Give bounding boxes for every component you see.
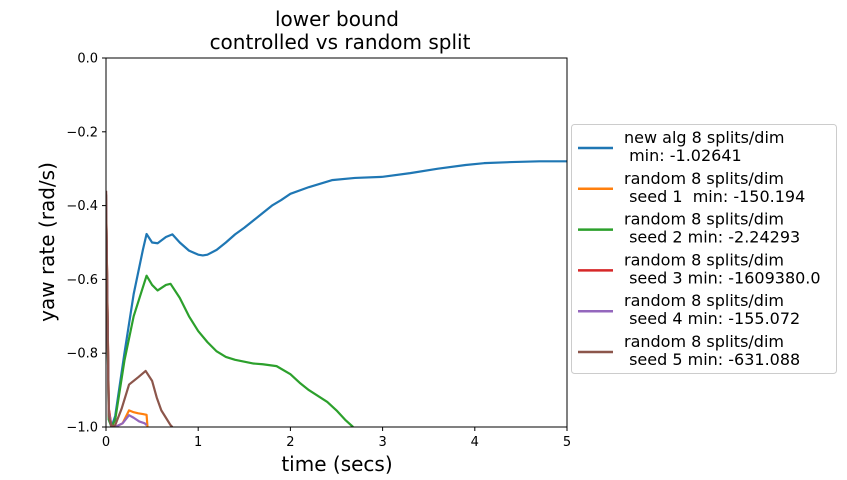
chart-title-line-1: lower bound	[275, 7, 399, 31]
y-tick-label: −0.4	[66, 199, 98, 214]
legend-item: random 8 splits/dim seed 3 min: -1609380…	[578, 250, 821, 287]
legend: new alg 8 splits/dim min: -1.02641 random…	[571, 124, 837, 374]
plot-frame	[105, 57, 568, 428]
legend-label: random 8 splits/dim	[624, 332, 784, 351]
legend-label: min: -1.02641	[624, 146, 742, 165]
y-tick-label: −1.0	[66, 421, 98, 436]
legend-frame	[571, 124, 837, 374]
x-tick-label: 0	[102, 435, 110, 450]
legend-entries: new alg 8 splits/dim min: -1.02641 random…	[578, 128, 821, 369]
x-tick-label: 2	[286, 435, 294, 450]
legend-label: seed 2 min: -2.24293	[624, 228, 800, 247]
y-axis: 0.0 −0.2 −0.4 −0.6 −0.8 −1.0	[66, 52, 106, 436]
series-layer	[106, 160, 567, 427]
y-axis-label: yaw rate (rad/s)	[35, 162, 59, 322]
y-tick-label: −0.8	[66, 347, 98, 362]
legend-item: new alg 8 splits/dim min: -1.02641	[578, 128, 784, 165]
legend-label: seed 3 min: -1609380.0	[624, 268, 821, 287]
legend-label: random 8 splits/dim	[624, 210, 784, 229]
legend-item: random 8 splits/dim seed 1 min: -150.194	[578, 169, 805, 206]
x-axis: 0 1 2 3 4 5	[102, 427, 571, 450]
y-tick-label: 0.0	[77, 52, 98, 67]
series-line-6	[106, 190, 174, 427]
legend-label: seed 5 min: -631.088	[624, 350, 800, 369]
chart-title-line-2: controlled vs random split	[210, 30, 471, 54]
legend-label: new alg 8 splits/dim	[624, 128, 784, 147]
series-line-1	[106, 160, 567, 427]
x-tick-label: 1	[194, 435, 202, 450]
legend-label: random 8 splits/dim	[624, 169, 784, 188]
legend-item: random 8 splits/dim seed 4 min: -155.072	[578, 291, 800, 328]
legend-label: random 8 splits/dim	[624, 250, 784, 269]
legend-item: random 8 splits/dim seed 2 min: -2.24293	[578, 210, 800, 247]
legend-label: seed 4 min: -155.072	[624, 309, 800, 328]
legend-label: random 8 splits/dim	[624, 291, 784, 310]
y-tick-label: −0.2	[66, 125, 98, 140]
legend-item: random 8 splits/dim seed 5 min: -631.088	[578, 332, 800, 369]
y-tick-label: −0.6	[66, 273, 98, 288]
x-axis-label: time (secs)	[281, 452, 392, 476]
x-tick-label: 5	[563, 435, 571, 450]
series-line-3	[106, 194, 354, 427]
x-tick-label: 3	[378, 435, 386, 450]
legend-label: seed 1 min: -150.194	[624, 187, 805, 206]
x-tick-label: 4	[471, 435, 479, 450]
